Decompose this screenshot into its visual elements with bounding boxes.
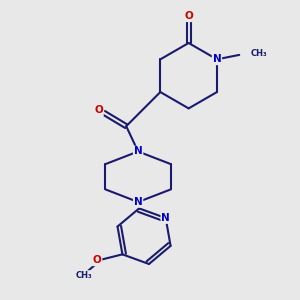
Text: N: N [213,54,221,64]
Text: O: O [94,106,103,116]
Text: O: O [184,11,193,21]
Text: N: N [134,197,142,207]
Text: CH₃: CH₃ [76,271,92,280]
Text: N: N [161,213,170,223]
Text: N: N [134,146,142,157]
Text: CH₃: CH₃ [250,49,267,58]
Text: O: O [93,255,101,265]
